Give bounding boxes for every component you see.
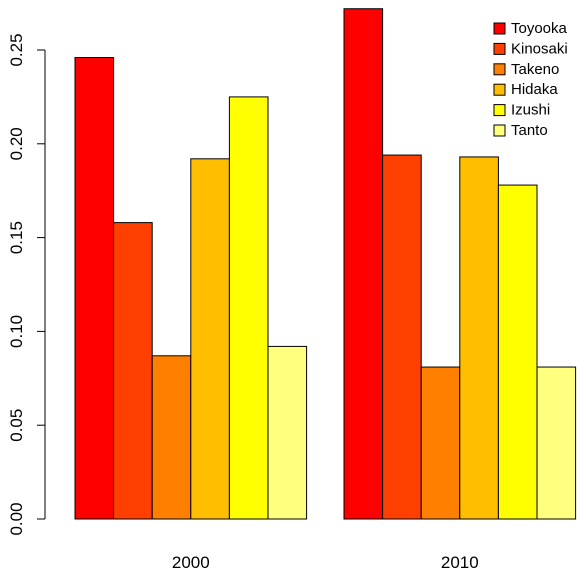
y-tick-label: 0.20: [7, 127, 26, 160]
y-tick-label: 0.10: [7, 315, 26, 348]
x-axis-labels: 2000 2010: [172, 553, 479, 572]
bar: [382, 154, 422, 520]
x-category-label: 2010: [441, 553, 479, 572]
legend-label: Takeno: [511, 61, 559, 78]
bar: [497, 184, 538, 520]
y-tick-label: 0.25: [7, 33, 26, 66]
bar: [228, 96, 269, 520]
y-tick-label: 0.05: [7, 409, 26, 442]
bar: [190, 158, 230, 520]
legend-label: Toyooka: [511, 20, 568, 37]
legend-label: Tanto: [511, 122, 548, 139]
legend-label: Hidaka: [511, 81, 558, 98]
bar: [420, 366, 461, 520]
bar: [267, 345, 308, 520]
legend-swatch: [493, 22, 506, 35]
legend-swatch: [493, 124, 506, 137]
legend-swatch: [493, 83, 506, 96]
bar: [343, 8, 384, 520]
y-tick-label: 0.15: [7, 221, 26, 254]
y-axis: 0.00 0.05 0.10 0.15 0.20 0.25: [7, 33, 46, 536]
legend: Toyooka Kinosaki Takeno Hidaka Izushi Tanto: [493, 20, 568, 139]
bar: [151, 355, 192, 520]
bar: [536, 366, 577, 520]
bar: [113, 222, 153, 520]
x-category-label: 2000: [172, 553, 210, 572]
bars: [74, 8, 577, 520]
bar: [74, 57, 115, 520]
legend-swatch: [493, 42, 506, 55]
bar: [459, 156, 499, 520]
legend-swatch: [493, 63, 506, 76]
legend-swatch: [493, 104, 506, 117]
y-tick-label: 0.00: [7, 502, 26, 535]
legend-label: Izushi: [511, 102, 550, 119]
legend-label: Kinosaki: [511, 40, 568, 57]
